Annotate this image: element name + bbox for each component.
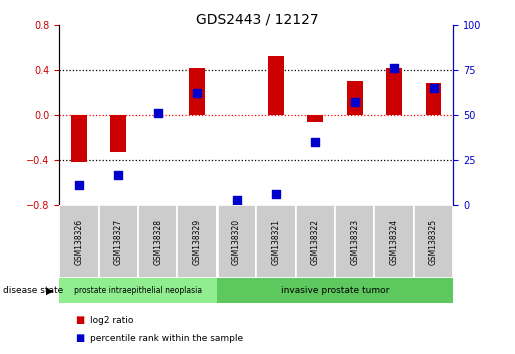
Text: ■: ■ <box>75 315 84 325</box>
Bar <box>189 68 205 115</box>
Text: invasive prostate tumor: invasive prostate tumor <box>281 286 389 295</box>
Point <box>430 85 438 91</box>
Bar <box>110 115 126 152</box>
Bar <box>138 205 177 278</box>
Text: GSM138321: GSM138321 <box>271 219 280 264</box>
Text: GDS2443 / 12127: GDS2443 / 12127 <box>196 12 319 27</box>
Text: ■: ■ <box>75 333 84 343</box>
Bar <box>425 84 441 115</box>
Text: ▶: ▶ <box>46 285 54 295</box>
Point <box>75 183 83 188</box>
Text: GSM138323: GSM138323 <box>350 218 359 265</box>
Bar <box>59 205 99 278</box>
Point <box>311 139 319 145</box>
Bar <box>347 81 363 115</box>
Text: GSM138322: GSM138322 <box>311 219 320 264</box>
Text: GSM138325: GSM138325 <box>429 218 438 265</box>
Text: prostate intraepithelial neoplasia: prostate intraepithelial neoplasia <box>74 286 202 295</box>
Bar <box>99 205 138 278</box>
Bar <box>414 205 453 278</box>
Point <box>114 172 123 177</box>
Bar <box>296 205 335 278</box>
Point <box>351 99 359 105</box>
Text: disease state: disease state <box>3 286 63 295</box>
Point <box>153 110 162 116</box>
Bar <box>256 205 296 278</box>
Point <box>232 197 241 203</box>
Bar <box>217 205 256 278</box>
Point <box>390 65 398 71</box>
Bar <box>386 68 402 115</box>
Bar <box>307 115 323 122</box>
Text: log2 ratio: log2 ratio <box>90 316 133 325</box>
Text: GSM138329: GSM138329 <box>193 218 201 265</box>
Text: percentile rank within the sample: percentile rank within the sample <box>90 333 243 343</box>
Bar <box>374 205 414 278</box>
Text: GSM138324: GSM138324 <box>390 218 399 265</box>
Point <box>272 192 280 197</box>
Text: GSM138326: GSM138326 <box>75 218 83 265</box>
Point <box>193 91 201 96</box>
Bar <box>59 278 217 303</box>
Bar <box>217 278 453 303</box>
Bar <box>335 205 374 278</box>
Text: GSM138320: GSM138320 <box>232 218 241 265</box>
Text: GSM138328: GSM138328 <box>153 219 162 264</box>
Bar <box>71 115 87 162</box>
Text: GSM138327: GSM138327 <box>114 218 123 265</box>
Bar <box>268 56 284 115</box>
Bar <box>177 205 217 278</box>
